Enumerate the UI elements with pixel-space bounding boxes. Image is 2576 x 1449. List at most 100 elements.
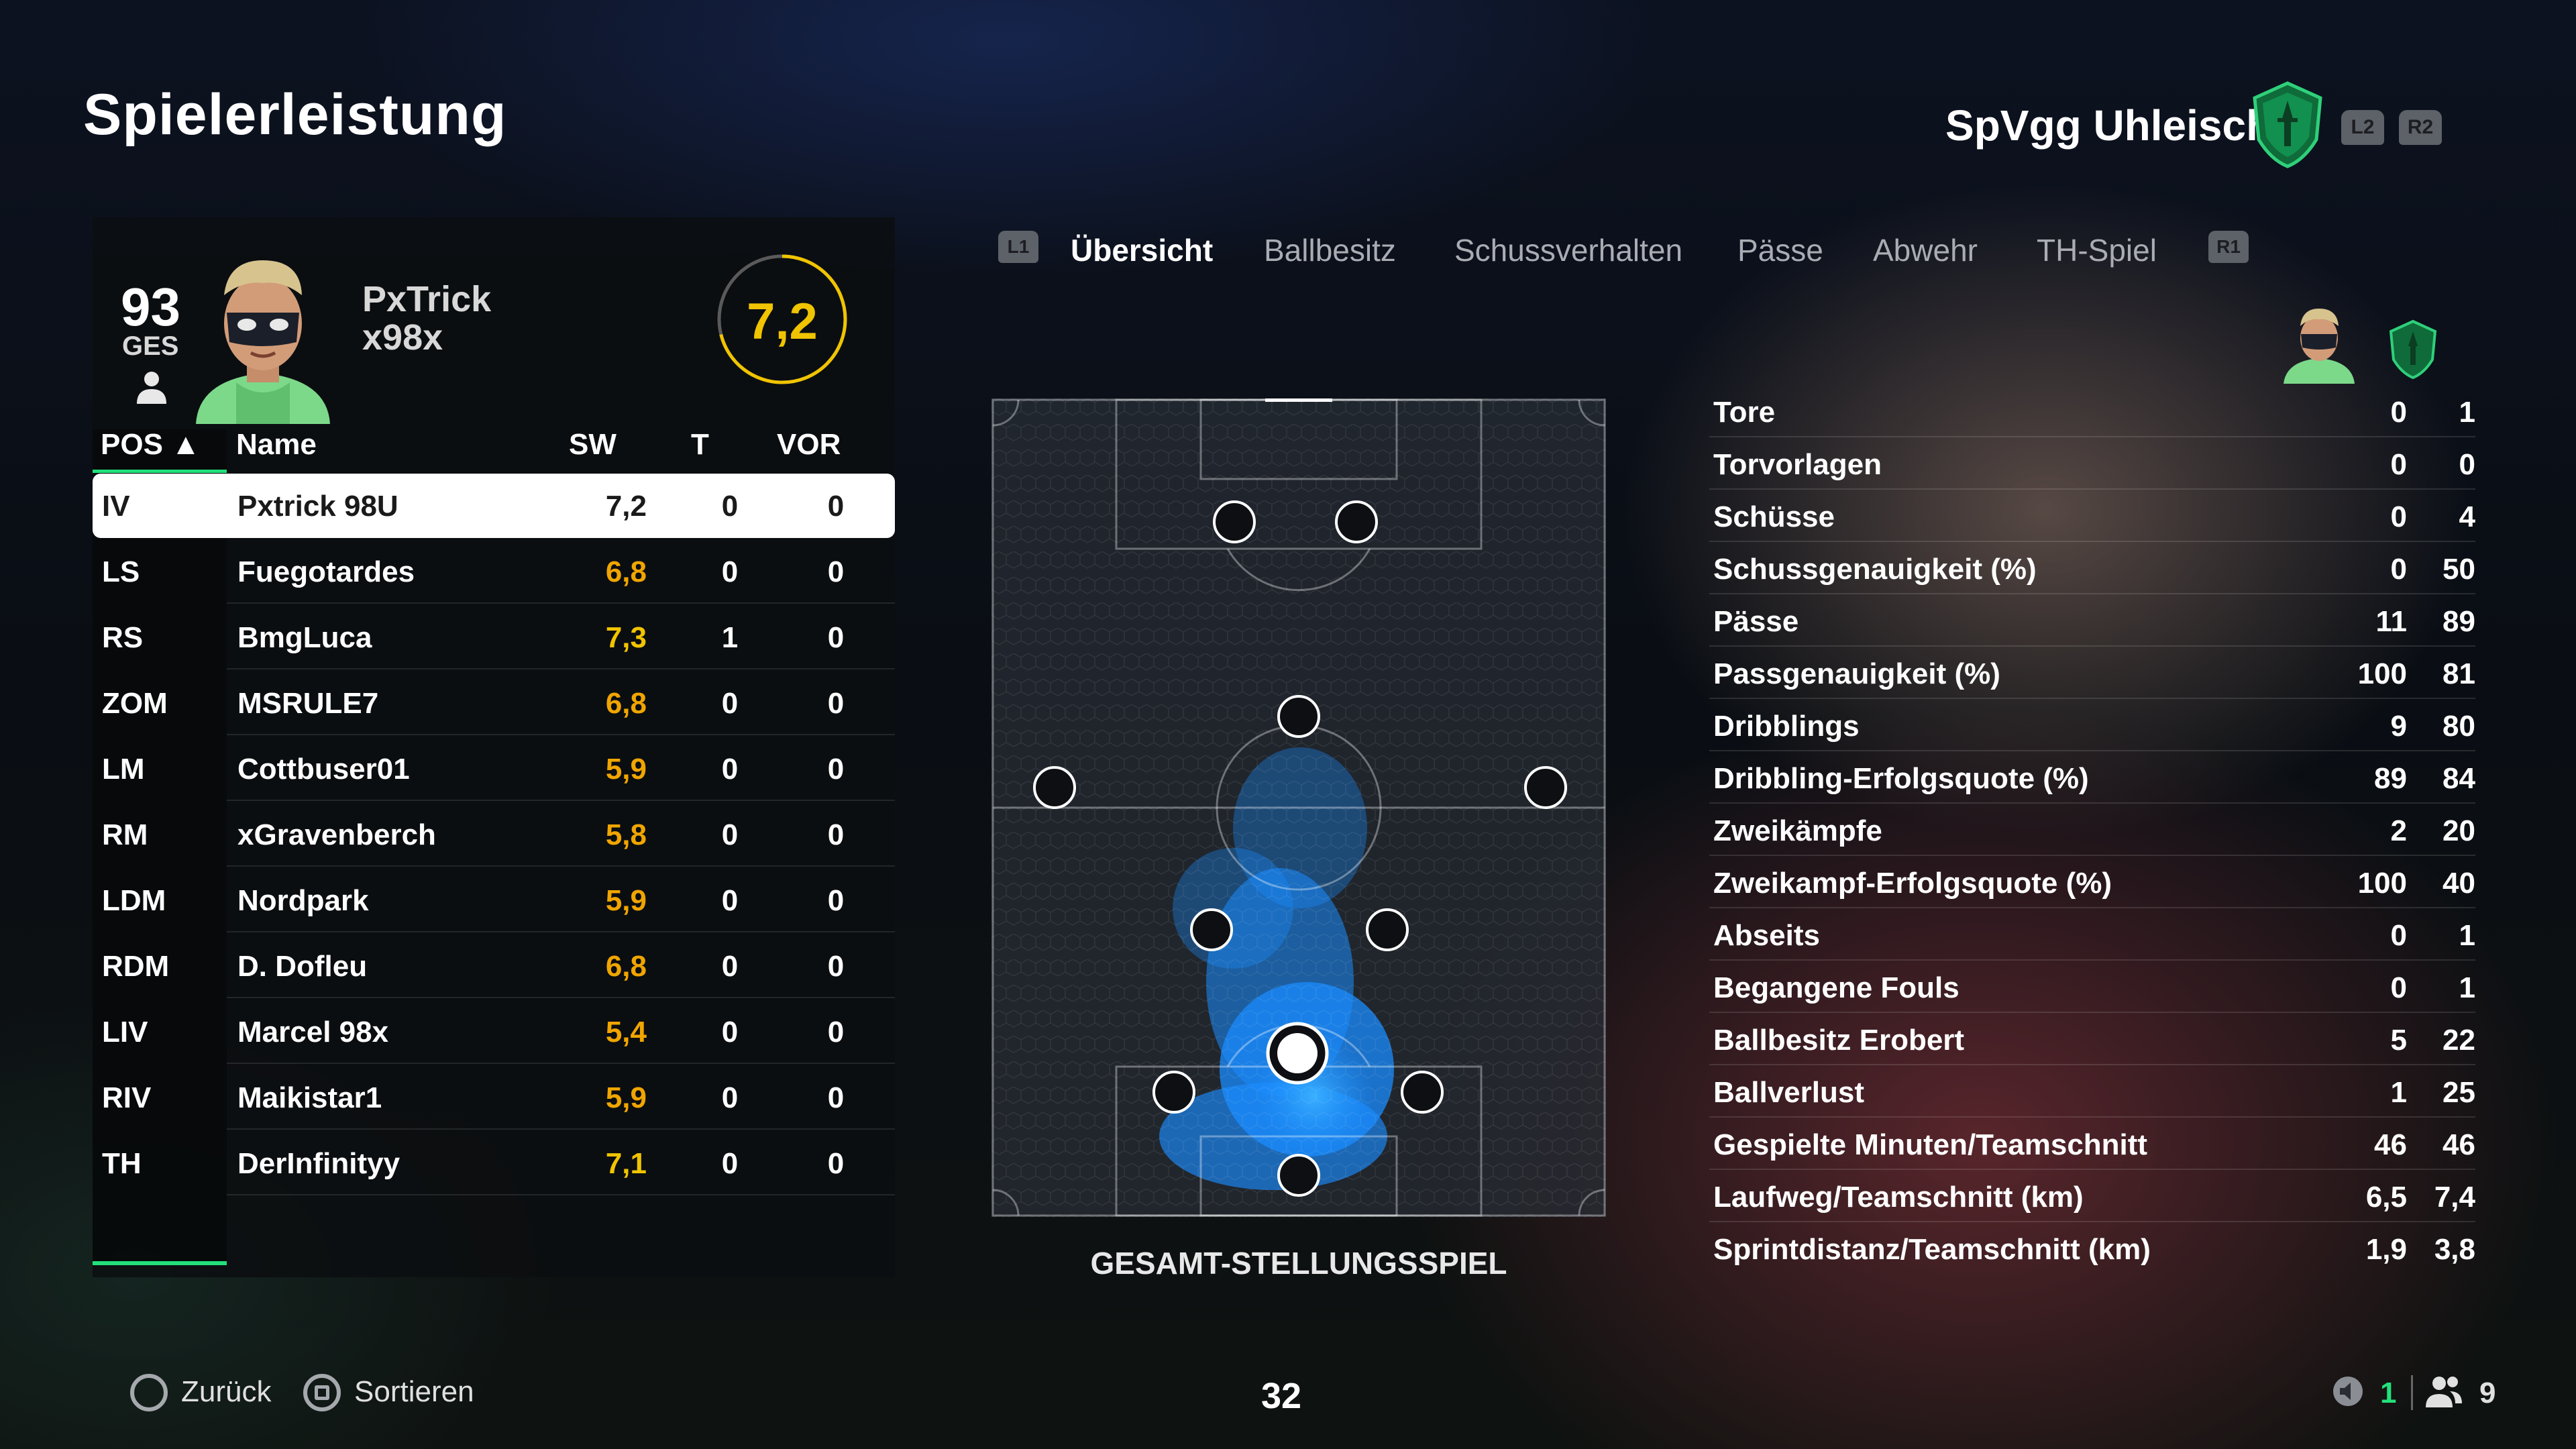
table-row[interactable]: LM Cottbuser01 5,9 0 0: [93, 737, 895, 801]
row-rating: 6,8: [605, 950, 647, 983]
row-name: Pxtrick 98U: [237, 490, 398, 523]
table-row[interactable]: TH DerInfinityy 7,1 0 0: [93, 1131, 895, 1195]
row-name: Maikistar1: [237, 1081, 382, 1114]
stat-divider: [1709, 802, 2475, 804]
party-members-icon: [2426, 1377, 2462, 1407]
team-column-crest-icon: [2389, 319, 2437, 380]
tab-ballbesitz[interactable]: Ballbesitz: [1264, 233, 1396, 268]
column-header-sw[interactable]: SW: [569, 428, 616, 461]
stat-divider: [1709, 1116, 2475, 1118]
stat-team-value: 1: [2459, 919, 2475, 952]
stat-label: Ballbesitz Erobert: [1713, 1024, 1965, 1057]
column-header-t[interactable]: T: [691, 428, 709, 461]
column-header-vor[interactable]: VOR: [777, 428, 841, 461]
row-name: BmgLuca: [237, 621, 372, 654]
row-name: MSRULE7: [237, 687, 379, 720]
stat-team-value: 80: [2443, 710, 2475, 743]
tab-schussverhalten[interactable]: Schussverhalten: [1454, 233, 1683, 268]
tab-abwehr[interactable]: Abwehr: [1873, 233, 1978, 268]
square-button-icon[interactable]: [303, 1374, 341, 1411]
row-rating: 5,9: [605, 1081, 647, 1114]
player-name-line1: PxTrick: [362, 279, 492, 319]
row-rating: 5,8: [605, 818, 647, 851]
stat-divider: [1709, 1221, 2475, 1222]
stat-label: Schüsse: [1713, 500, 1835, 533]
row-rating: 6,8: [605, 687, 647, 720]
table-row[interactable]: IV Pxtrick 98U 7,2 0 0: [93, 474, 895, 538]
stat-row-passgenauigkeit: Passgenauigkeit (%) 100 81: [1709, 647, 2475, 699]
tab-paesse[interactable]: Pässe: [1737, 233, 1823, 268]
table-row[interactable]: LIV Marcel 98x 5,4 0 0: [93, 1000, 895, 1064]
stat-divider: [1709, 593, 2475, 594]
tab-uebersicht[interactable]: Übersicht: [1071, 233, 1214, 268]
stat-label: Dribblings: [1713, 710, 1860, 743]
stat-divider: [1709, 1012, 2475, 1013]
row-position: RDM: [102, 950, 170, 983]
list-scroll-indicator: [93, 1261, 227, 1265]
row-name: Marcel 98x: [237, 1016, 389, 1049]
stat-player-value: 1,9: [2365, 1233, 2407, 1266]
row-position: RS: [102, 621, 144, 654]
club-crest-icon: [2253, 81, 2322, 168]
back-button-label[interactable]: Zurück: [181, 1375, 272, 1408]
row-position: LIV: [102, 1016, 148, 1049]
stat-player-value: 0: [2390, 919, 2407, 952]
row-assists: 0: [827, 555, 845, 588]
stat-label: Ballverlust: [1713, 1076, 1864, 1109]
speaker-muted-icon: [2333, 1377, 2363, 1406]
stat-row-zweikaempfe: Zweikämpfe 2 20: [1709, 804, 2475, 856]
row-name: DerInfinityy: [237, 1147, 400, 1180]
footer-divider: [2411, 1375, 2413, 1410]
stat-team-value: 20: [2443, 814, 2475, 847]
stat-row-dribbling-erfolgsquote: Dribbling-Erfolgsquote (%) 89 84: [1709, 751, 2475, 804]
column-header-pos[interactable]: POS ▲: [101, 428, 201, 461]
row-goals: 0: [721, 1016, 739, 1049]
stat-row-laufweg: Laufweg/Teamschnitt (km) 6,5 7,4: [1709, 1170, 2475, 1222]
row-assists: 0: [827, 1147, 845, 1180]
stat-team-value: 89: [2443, 605, 2475, 638]
stat-team-value: 40: [2443, 867, 2475, 900]
stat-divider: [1709, 541, 2475, 542]
tab-th-spiel[interactable]: TH-Spiel: [2037, 233, 2157, 268]
table-row[interactable]: LDM Nordpark 5,9 0 0: [93, 868, 895, 932]
table-row[interactable]: RM xGravenberch 5,8 0 0: [93, 802, 895, 867]
player-name: PxTrick x98x: [362, 280, 491, 356]
l2-trigger-icon[interactable]: L2: [2341, 110, 2384, 145]
row-position: LDM: [102, 884, 166, 917]
stat-team-value: 84: [2443, 762, 2475, 795]
stat-label: Tore: [1713, 396, 1776, 429]
table-row[interactable]: ZOM MSRULE7 6,8 0 0: [93, 671, 895, 735]
table-row[interactable]: RDM D. Dofleu 6,8 0 0: [93, 934, 895, 998]
row-position: LS: [102, 555, 140, 588]
r1-trigger-icon[interactable]: R1: [2208, 231, 2249, 263]
circle-button-icon[interactable]: [130, 1374, 168, 1411]
teammate-marker: [1213, 500, 1256, 543]
club-name: SpVgg Uhleisch: [1945, 101, 2273, 150]
row-assists: 0: [827, 818, 845, 851]
stat-team-value: 3,8: [2434, 1233, 2475, 1266]
voice-count: 1: [2380, 1377, 2397, 1409]
stat-label: Abseits: [1713, 919, 1820, 952]
table-row[interactable]: RIV Maikistar1 5,9 0 0: [93, 1065, 895, 1130]
sort-button-label[interactable]: Sortieren: [354, 1375, 474, 1408]
table-row[interactable]: RS BmgLuca 7,3 1 0: [93, 605, 895, 669]
stat-label: Zweikämpfe: [1713, 814, 1882, 847]
stat-label: Begangene Fouls: [1713, 971, 1960, 1004]
stat-player-value: 46: [2374, 1128, 2407, 1161]
stat-row-ballverlust: Ballverlust 1 25: [1709, 1065, 2475, 1118]
r2-trigger-icon[interactable]: R2: [2399, 110, 2442, 145]
stat-label: Pässe: [1713, 605, 1799, 638]
table-row[interactable]: LS Fuegotardes 6,8 0 0: [93, 539, 895, 604]
row-position: LM: [102, 753, 145, 786]
stat-team-value: 46: [2443, 1128, 2475, 1161]
l1-trigger-icon[interactable]: L1: [998, 231, 1038, 263]
row-rating: 5,4: [605, 1016, 647, 1049]
stat-divider: [1709, 1064, 2475, 1065]
stat-row-begangene-fouls: Begangene Fouls 0 1: [1709, 961, 2475, 1013]
stat-row-tore: Tore 0 1: [1709, 385, 2475, 437]
row-goals: 0: [721, 753, 739, 786]
teammate-marker: [1190, 908, 1233, 951]
row-assists: 0: [827, 884, 845, 917]
column-header-name[interactable]: Name: [236, 428, 317, 461]
stat-divider: [1709, 1169, 2475, 1170]
